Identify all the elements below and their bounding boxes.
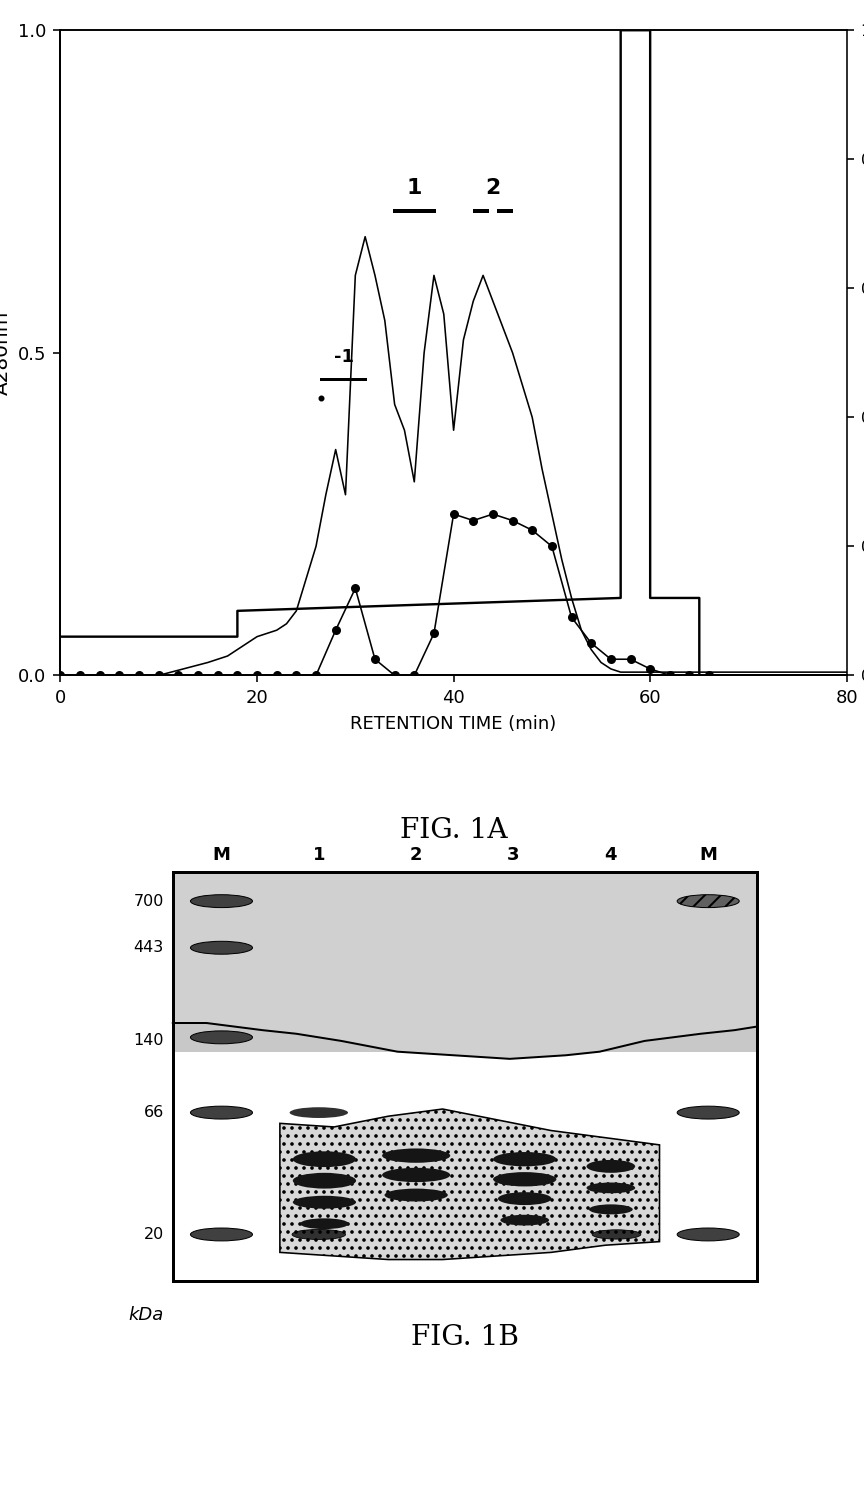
Ellipse shape (190, 1107, 252, 1119)
Ellipse shape (292, 1229, 346, 1240)
Text: 2: 2 (410, 845, 422, 863)
Ellipse shape (190, 1228, 252, 1241)
Text: -1: -1 (334, 348, 353, 366)
Ellipse shape (677, 1107, 740, 1119)
Text: 3: 3 (507, 845, 520, 863)
Polygon shape (173, 872, 757, 1058)
Ellipse shape (587, 1160, 635, 1173)
Text: 140: 140 (133, 1033, 164, 1048)
X-axis label: RETENTION TIME (min): RETENTION TIME (min) (351, 715, 556, 733)
Ellipse shape (498, 1191, 551, 1205)
Text: 2: 2 (486, 178, 500, 198)
Ellipse shape (677, 1228, 740, 1241)
Ellipse shape (293, 1196, 356, 1208)
FancyBboxPatch shape (173, 872, 757, 1281)
Ellipse shape (587, 1182, 635, 1193)
Ellipse shape (382, 1149, 450, 1163)
Text: FIG. 1B: FIG. 1B (411, 1325, 518, 1352)
Polygon shape (280, 1108, 659, 1259)
Text: FIG. 1A: FIG. 1A (400, 818, 507, 844)
Text: 1: 1 (313, 845, 325, 863)
Text: 1: 1 (407, 178, 422, 198)
Ellipse shape (592, 1229, 641, 1240)
Ellipse shape (289, 1107, 348, 1117)
Ellipse shape (190, 942, 252, 954)
Ellipse shape (589, 1205, 632, 1214)
Text: 443: 443 (134, 940, 164, 956)
Text: 700: 700 (133, 894, 164, 909)
Text: 20: 20 (143, 1226, 164, 1241)
Text: kDa: kDa (129, 1306, 164, 1325)
Ellipse shape (190, 1031, 252, 1043)
Ellipse shape (500, 1214, 549, 1226)
Ellipse shape (493, 1152, 556, 1166)
Text: M: M (213, 845, 231, 863)
Y-axis label: A280nm: A280nm (0, 310, 12, 395)
Ellipse shape (293, 1151, 356, 1167)
Ellipse shape (190, 895, 252, 907)
Text: 66: 66 (143, 1105, 164, 1120)
Text: 4: 4 (605, 845, 617, 863)
Ellipse shape (677, 895, 740, 907)
Ellipse shape (300, 1219, 349, 1229)
Polygon shape (173, 872, 757, 1052)
Text: M: M (699, 845, 717, 863)
Ellipse shape (382, 1167, 450, 1182)
Ellipse shape (384, 1188, 448, 1202)
Ellipse shape (293, 1173, 356, 1188)
Ellipse shape (493, 1172, 556, 1187)
